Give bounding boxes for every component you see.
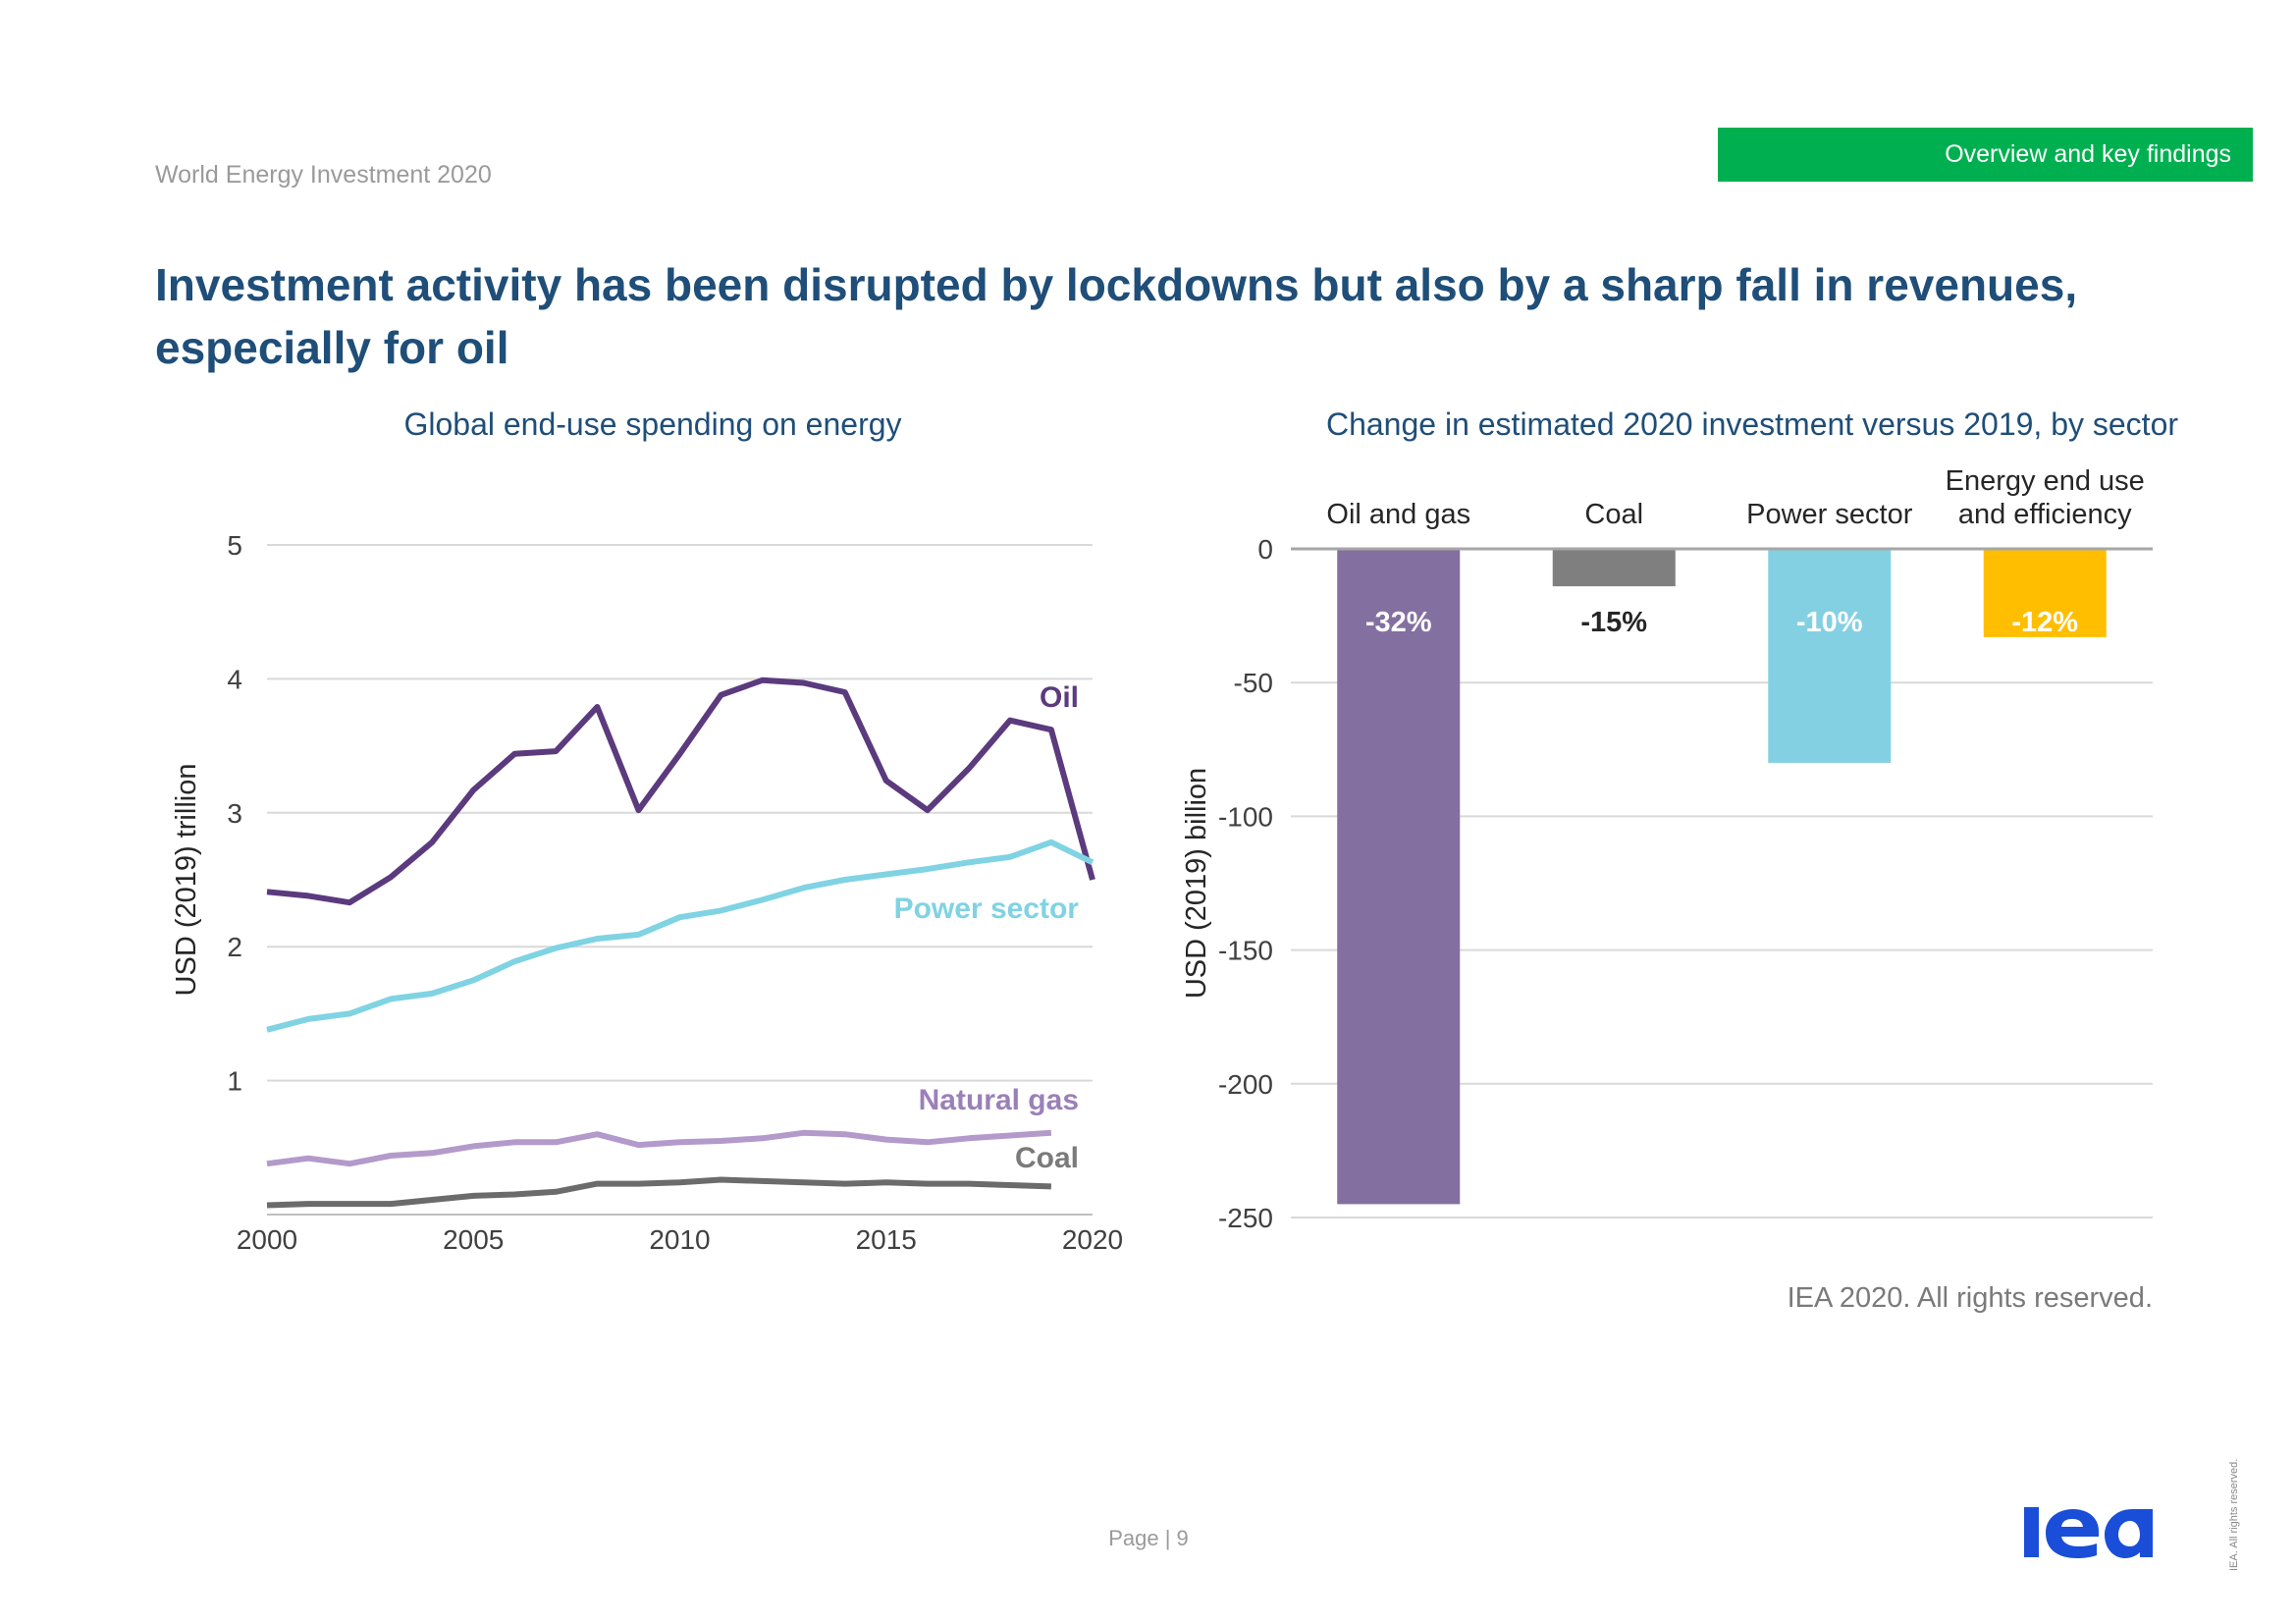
- line-chart: 1 2 3 4 5 2000 2005 2010 2015 2020 USD (2019) tril…: [171, 530, 1123, 1255]
- series-label: Oil: [1040, 681, 1079, 714]
- bar: [1983, 549, 2107, 637]
- y-tick-label: 4: [227, 664, 242, 694]
- y-axis-title: USD (2019) trillion: [171, 764, 202, 997]
- series-line-coal: [266, 1176, 1051, 1209]
- bar-chart-title: Change in estimated 2020 investment vers…: [1325, 406, 2179, 442]
- series-line-power-sector: [266, 839, 1095, 1033]
- bar: [1552, 549, 1676, 587]
- line-chart-title: Global end-use spending on energy: [403, 406, 902, 442]
- y-tick-label: 0: [1257, 534, 1273, 565]
- bar-chart: 0 -50 -100 -150 -200 -250 USD (2019) billion Oi…: [1181, 465, 2153, 1233]
- y-tick-label: -250: [1218, 1203, 1273, 1233]
- series-line-natural-gas: [266, 1129, 1052, 1167]
- section-tag: Overview and key findings: [1718, 128, 2253, 182]
- x-tick-label: 2020: [1062, 1224, 1123, 1255]
- category-label: Energy end use: [1946, 465, 2145, 497]
- bar: [1337, 549, 1461, 1205]
- data-label: -15%: [1580, 607, 1647, 638]
- y-tick-label: -50: [1234, 668, 1273, 698]
- page-headline: Investment activity has been disrupted b…: [155, 259, 2078, 373]
- data-label: -12%: [2011, 607, 2078, 638]
- y-tick-label: -100: [1218, 801, 1273, 832]
- y-tick-label: 5: [227, 530, 242, 561]
- y-tick-label: 2: [227, 932, 242, 962]
- data-label: -10%: [1796, 607, 1863, 638]
- y-tick-label: -150: [1218, 936, 1273, 966]
- side-rights-note: IEA. All rights reserved.: [2228, 1458, 2240, 1571]
- x-tick-label: 2010: [649, 1224, 710, 1255]
- iea-logo: [2024, 1507, 2153, 1558]
- category-label: Oil and gas: [1326, 499, 1470, 530]
- y-axis-title: USD (2019) billion: [1181, 768, 1212, 999]
- bar: [1768, 549, 1892, 763]
- x-tick-label: 2000: [237, 1224, 297, 1255]
- y-tick-label: 1: [227, 1066, 242, 1097]
- series-label: Natural gas: [919, 1084, 1079, 1116]
- copyright-note: IEA 2020. All rights reserved.: [1787, 1282, 2153, 1314]
- x-tick-label: 2005: [443, 1224, 504, 1255]
- document-title: World Energy Investment 2020: [155, 161, 492, 189]
- x-tick-label: 2015: [856, 1224, 917, 1255]
- series-line-oil: [266, 677, 1095, 906]
- series-label: Coal: [1015, 1142, 1079, 1174]
- data-label: -32%: [1365, 607, 1432, 638]
- page-number: Page | 9: [1108, 1526, 1189, 1550]
- category-label: Power sector: [1746, 499, 1913, 530]
- category-label: Coal: [1584, 499, 1643, 530]
- y-tick-label: -200: [1218, 1069, 1273, 1100]
- category-label: and efficiency: [1958, 499, 2132, 530]
- y-tick-label: 3: [227, 798, 242, 829]
- series-label: Power sector: [894, 893, 1080, 925]
